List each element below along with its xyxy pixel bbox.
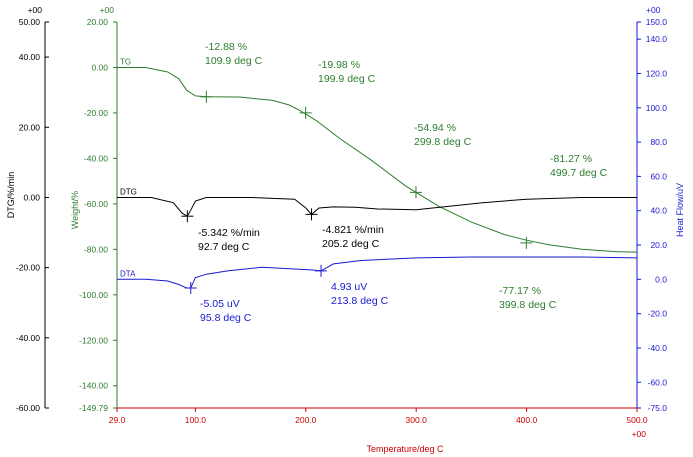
- heat-flow-tick-label: 150.0: [646, 17, 668, 27]
- annotation-temperature: 499.7 deg C: [550, 167, 608, 179]
- series-label-tg: TG: [120, 57, 131, 66]
- series-line-dta: [117, 256, 638, 289]
- annotation-value: -5.342 %/min: [198, 227, 260, 239]
- annotation-temperature: 213.8 deg C: [331, 295, 389, 307]
- series-line-dtg: [117, 197, 637, 217]
- heat-flow-tick-label: -60.0: [648, 377, 668, 387]
- dtg-tick-label: 20.00: [19, 122, 41, 132]
- weight-tick-label: -60.00: [84, 199, 108, 209]
- heat-flow-tick-label: 100.0: [646, 103, 668, 113]
- dtg-tick-label: -40.00: [16, 333, 40, 343]
- heat-flow-exponent: +00: [646, 5, 661, 15]
- heat-flow-tick-label: 0.0: [655, 274, 667, 284]
- weight-tick-label: 20.00: [87, 17, 109, 27]
- weight-tick-label: -80.00: [84, 244, 108, 254]
- series-line-tg: [117, 67, 638, 253]
- dtg-tick-label: -20.00: [16, 263, 40, 273]
- annotation-temperature: 299.8 deg C: [414, 136, 472, 148]
- series-label-dta: DTA: [120, 269, 136, 278]
- heat-flow-tick-label: -75.0: [648, 403, 668, 413]
- series-layer: TG DTG DTA: [117, 57, 638, 289]
- heat-flow-tick-label: 40.0: [650, 206, 667, 216]
- heat-flow-tick-label: 80.0: [650, 137, 667, 147]
- heat-flow-tick-label: 60.0: [650, 171, 667, 181]
- weight-tick-label: -20.00: [84, 108, 108, 118]
- annotation-value: -12.88 %: [205, 41, 247, 53]
- heat-flow-tick-label: 120.0: [646, 68, 668, 78]
- heat-flow-tick-label: 140.0: [646, 34, 668, 44]
- temperature-tick-label: 100.0: [185, 415, 207, 425]
- weight-tick-label: -140.00: [79, 381, 108, 391]
- weight-exponent: +00: [100, 5, 115, 15]
- annotation-value: -81.27 %: [550, 153, 592, 165]
- weight-tick-label: -120.00: [79, 335, 108, 345]
- dtg-axis-label: DTG/%/min: [6, 172, 16, 219]
- weight-axis-label: Weight/%: [70, 191, 80, 229]
- series-label-dtg: DTG: [120, 187, 137, 196]
- dtg-tick-label: 40.00: [19, 52, 41, 62]
- annotation-value: 4.93 uV: [331, 281, 367, 293]
- annotation-value: -19.98 %: [318, 59, 360, 71]
- heat-flow-tick-label: 20.0: [650, 240, 667, 250]
- temperature-exponent: +00: [632, 429, 647, 439]
- heat-flow-tick-label: -20.0: [648, 309, 668, 319]
- annotation-temperature: 399.8 deg C: [499, 299, 557, 311]
- annotation-temperature: 95.8 deg C: [200, 312, 252, 324]
- temperature-tick-label: 29.0: [109, 415, 126, 425]
- annotation-value: -4.821 %/min: [322, 224, 384, 236]
- weight-tick-label: 0.00: [91, 62, 108, 72]
- weight-tick-label: -40.00: [84, 153, 108, 163]
- annotation-temperature: 199.9 deg C: [318, 73, 376, 85]
- heat-flow-tick-label: -40.0: [648, 343, 668, 353]
- temperature-tick-label: 200.0: [295, 415, 317, 425]
- temperature-tick-label: 400.0: [516, 415, 538, 425]
- annotation-temperature: 205.2 deg C: [322, 238, 380, 250]
- weight-tick-label: -149.79: [79, 403, 108, 413]
- annotation-temperature: 109.9 deg C: [205, 55, 263, 67]
- heat-flow-axis-label: Heat Flow/uV: [675, 183, 685, 237]
- annotation-value: -5.05 uV: [200, 298, 240, 310]
- annotation-value: -77.17 %: [499, 285, 541, 297]
- weight-tick-label: -100.00: [79, 290, 108, 300]
- annotation-temperature: 92.7 deg C: [198, 241, 250, 253]
- annotation-layer: -12.88 % 109.9 deg C -19.98 % 199.9 deg C -5…: [181, 41, 608, 324]
- temperature-tick-label: 500.0: [626, 415, 648, 425]
- dtg-tick-label: 0.00: [23, 192, 40, 202]
- dtg-tick-label: 50.00: [19, 17, 41, 27]
- dtg-exponent: +00: [28, 5, 43, 15]
- annotation-value: -54.94 %: [414, 122, 456, 134]
- temperature-tick-label: 300.0: [406, 415, 428, 425]
- axes-layer: 50.00 40.00 20.00 0.00 -20.00 -40.00 -60.00 +00…: [6, 5, 685, 454]
- dtg-tick-label: -60.00: [16, 403, 40, 413]
- temperature-axis-label: Temperature/deg C: [366, 444, 444, 454]
